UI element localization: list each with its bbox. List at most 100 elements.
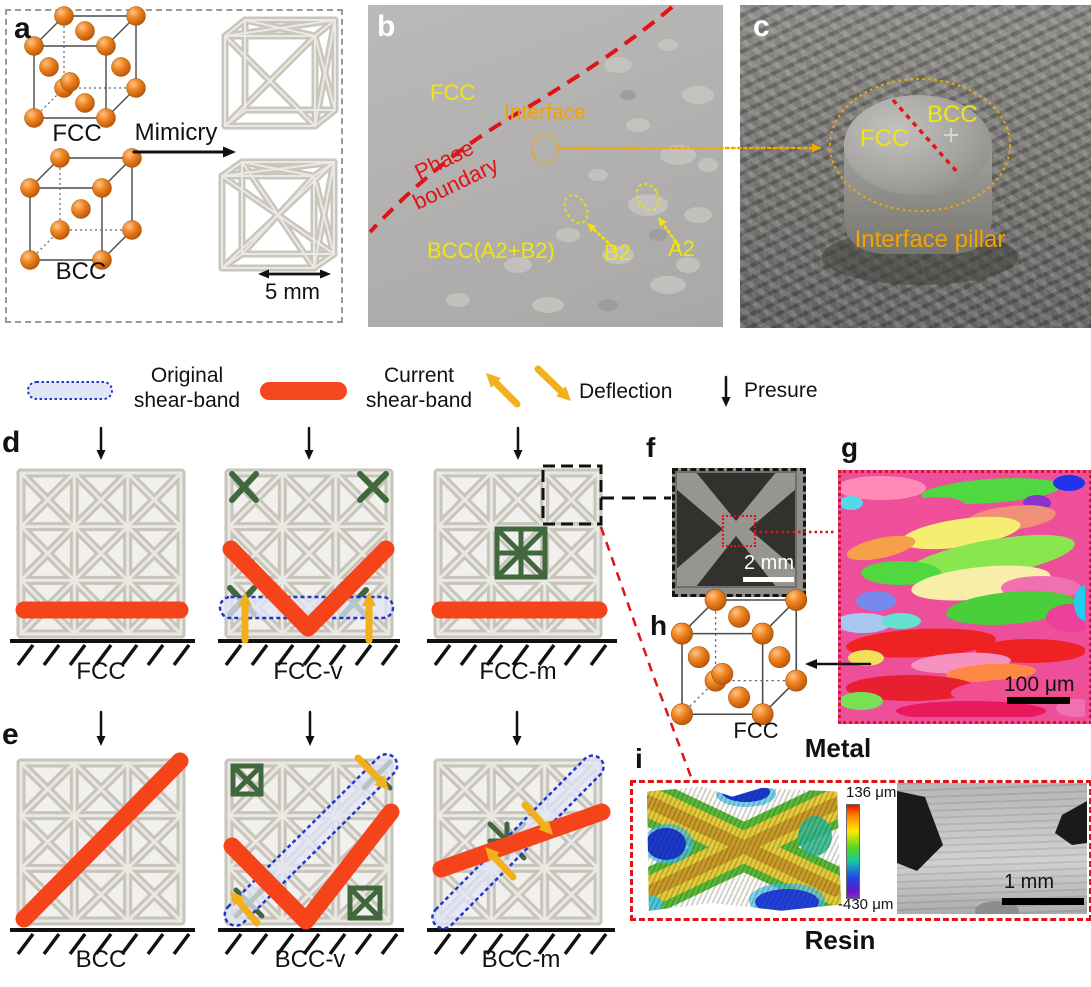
bcc-crystal-label: BCC bbox=[55, 258, 107, 285]
pressure-arrow-fcc-v bbox=[304, 426, 314, 460]
pressure-arrow-fcc bbox=[96, 426, 106, 460]
crystal-fcc-panel-a bbox=[24, 6, 146, 128]
legend-current-line1: Current bbox=[383, 364, 455, 387]
panel-d-letter: d bbox=[2, 426, 21, 459]
band-bcc bbox=[15, 752, 189, 928]
legend-original-label: Original shear-band bbox=[126, 363, 248, 413]
legend-current-band-swatch bbox=[260, 382, 347, 400]
legend-original-line1: Original bbox=[150, 364, 224, 387]
interface-label: Interface bbox=[504, 101, 586, 124]
deflection-arrow-bcc-v-top bbox=[354, 754, 389, 790]
modified-cell-fcc-m bbox=[494, 526, 548, 580]
metal-label: Metal bbox=[804, 733, 872, 763]
a2-marker-ellipse bbox=[635, 182, 661, 212]
pillar-phase-line bbox=[891, 98, 960, 175]
panel-f-scalebar bbox=[743, 577, 794, 582]
panel-g-scalebar-label: 100 μm bbox=[1004, 673, 1075, 696]
panel-g-scalebar bbox=[1007, 697, 1070, 704]
interface-pillar-label: Interface pillar bbox=[854, 226, 1006, 253]
deflection-arrow-bcc-v-bottom bbox=[230, 891, 261, 927]
panel-e-letter: e bbox=[2, 718, 19, 751]
panel-c-sem-image bbox=[740, 5, 1091, 328]
b2-marker-ellipse bbox=[563, 194, 589, 224]
ground-bcc bbox=[10, 928, 195, 956]
panel-a-dashed-box bbox=[5, 9, 343, 323]
height-colorbar bbox=[846, 804, 860, 899]
legend-current-label: Current shear-band bbox=[358, 363, 480, 413]
pressure-arrow-fcc-m bbox=[513, 426, 523, 460]
panel-f-sem-image bbox=[672, 468, 806, 597]
panel-c-letter: c bbox=[753, 10, 770, 43]
legend-original-band-swatch bbox=[27, 381, 113, 400]
legend-current-line2: shear-band bbox=[365, 389, 473, 412]
panel-f-zoom-region-box bbox=[722, 515, 756, 547]
deflection-arrow-fcc-v-left bbox=[238, 592, 252, 644]
lattice-node-holes bbox=[675, 471, 797, 588]
panel-i-scalebar-label: 1 mm bbox=[1004, 871, 1054, 893]
band-fcc-v bbox=[222, 540, 395, 637]
band-bcc-v bbox=[223, 803, 400, 930]
current-shear-bands bbox=[15, 540, 611, 930]
legend-pressure-label: Presure bbox=[744, 379, 818, 402]
panel-f-cross-section bbox=[675, 471, 797, 588]
panel-f-scalebar-label: 2 mm bbox=[744, 552, 794, 574]
b2-pointer-arrow bbox=[587, 223, 618, 252]
ground-bcc-m bbox=[427, 928, 615, 956]
phase-boundary-line bbox=[368, 5, 674, 234]
fcc-crystal-label: FCC bbox=[52, 120, 102, 147]
b2-label: B2 bbox=[604, 240, 631, 265]
panel-f-letter: f bbox=[646, 432, 656, 463]
interface-pointer-arrow bbox=[556, 143, 822, 153]
legend-pressure-arrow bbox=[721, 375, 731, 407]
legend-deflection-label: Deflection bbox=[579, 380, 673, 403]
panel-i-scalebar bbox=[1002, 898, 1084, 905]
ground-bcc-v bbox=[218, 928, 404, 956]
pressure-arrow-bcc-m bbox=[512, 710, 522, 746]
panel-b-decorations bbox=[368, 5, 718, 313]
panel-h-letter: h bbox=[650, 610, 668, 641]
deflection-arrow-bcc-m-down bbox=[521, 801, 553, 835]
panel-b-fcc-label: FCC bbox=[430, 80, 476, 105]
ebsd-grain-blobs bbox=[841, 475, 1085, 717]
label-bcc-v: BCC-v bbox=[274, 946, 346, 973]
colorbar-max-label: 136 μm bbox=[846, 784, 897, 801]
label-fcc-m: FCC-m bbox=[479, 658, 557, 685]
panel-b-bcc-label: BCC(A2+B2) bbox=[427, 238, 555, 263]
label-bcc-m: BCC-m bbox=[481, 946, 561, 973]
label-fcc-v: FCC-v bbox=[273, 658, 343, 685]
mimicry-label: Mimicry bbox=[134, 119, 218, 146]
ground-fcc bbox=[10, 639, 195, 667]
label-fcc: FCC bbox=[76, 658, 126, 685]
arrow-g-to-h bbox=[805, 659, 872, 669]
pressure-arrow-bcc bbox=[96, 710, 106, 746]
legend-original-line2: shear-band bbox=[133, 389, 241, 412]
panel-a-scalebar-label: 5 mm bbox=[265, 279, 320, 304]
panel-g-letter: g bbox=[841, 432, 859, 463]
panel-a-letter: a bbox=[14, 12, 31, 45]
legend-deflection-arrow-1 bbox=[486, 373, 521, 408]
panel-b-letter: b bbox=[377, 10, 396, 43]
resin-label: Resin bbox=[804, 925, 876, 955]
legend-deflection-arrow-2 bbox=[534, 365, 571, 401]
panel-b-sem-image bbox=[368, 5, 723, 327]
fcc-m-unit-cell-box bbox=[541, 464, 603, 526]
panel-h-fcc-label: FCC bbox=[733, 718, 779, 743]
a2-label: A2 bbox=[668, 236, 695, 261]
deflection-arrow-bcc-m-up bbox=[485, 847, 517, 881]
crosshair-icon bbox=[944, 128, 958, 142]
panel-i-letter: i bbox=[635, 743, 643, 774]
panel-i-sem-image bbox=[897, 783, 1087, 914]
connector-d-to-i bbox=[599, 526, 693, 778]
left-hole bbox=[897, 791, 943, 871]
mimicry-arrow bbox=[132, 146, 236, 158]
panel-c-decorations bbox=[822, 78, 1018, 285]
sem-strut-art bbox=[897, 791, 1087, 914]
right-hole bbox=[1055, 801, 1087, 845]
band-bcc-m bbox=[432, 803, 611, 878]
pillar-highlight-ellipse bbox=[829, 78, 1011, 212]
height-map-art bbox=[646, 786, 841, 911]
lattice-cube-fcc bbox=[221, 16, 339, 130]
crystal-bcc-panel-a bbox=[20, 148, 142, 270]
